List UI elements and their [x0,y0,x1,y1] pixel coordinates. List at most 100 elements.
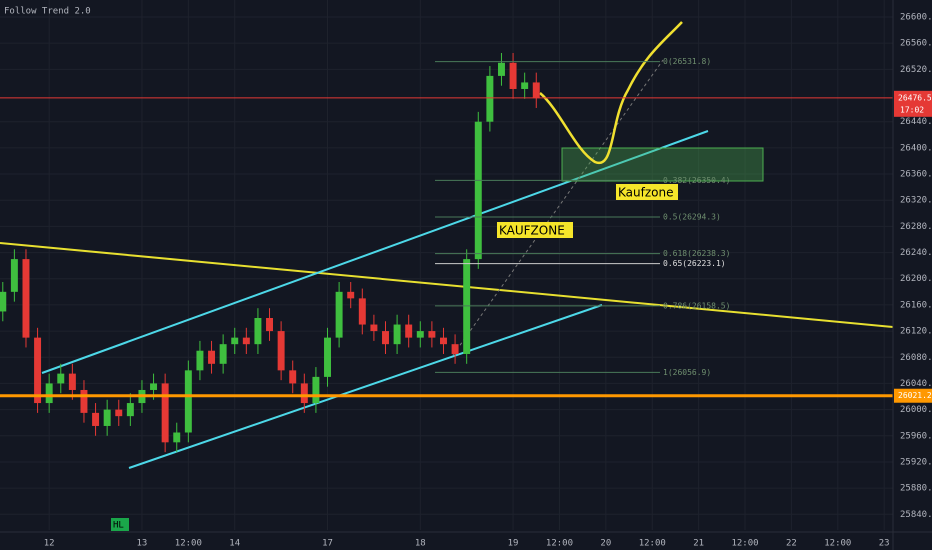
candle-body [68,373,76,390]
x-tick-label: 21 [693,539,704,549]
candle-body [358,298,366,325]
fib-label: 0.5(26294.3) [663,213,721,222]
chart-title: Follow Trend 2.0 [4,7,91,17]
x-tick-label: 12:00 [639,539,666,549]
x-tick-label: 12:00 [824,539,851,549]
label-box [497,222,573,238]
fib-label: 0.618(26238.3) [663,249,730,258]
label-box [616,184,678,200]
y-tick-label: 26040.0 [900,379,932,389]
candle-body [161,383,169,443]
fib-label: 0.65(26223.1) [663,259,726,268]
x-tick-label: 12 [44,539,55,549]
x-tick-label: 23 [879,539,890,549]
price-tag [894,90,932,117]
candle-body [370,324,378,332]
y-tick-label: 26440.0 [900,117,932,127]
candle-body [277,331,285,371]
y-tick-label: 26000.0 [900,405,932,415]
y-tick-label: 26560.0 [900,39,932,49]
candle-body [428,331,436,338]
x-tick-label: 12:00 [731,539,758,549]
price-tag-time: 17:02 [900,105,924,114]
y-tick-label: 26160.0 [900,300,932,310]
x-tick-label: 13 [137,539,148,549]
candle-body [416,331,424,338]
candle-body [219,344,227,364]
candle-body [440,337,447,345]
candle-body [0,291,7,312]
y-tick-label: 26600.0 [900,13,932,23]
candle-body [34,337,42,404]
candle-body [463,259,471,354]
candle-body [22,259,30,338]
plot [0,53,893,453]
candle-body [231,337,239,345]
candle-body [173,432,181,443]
fib-label: 0.382(26350.4) [663,176,730,185]
x-tick-label: 20 [600,539,611,549]
candle-body [324,337,331,377]
candle-body [184,370,192,433]
x-tick-label: 22 [786,539,797,549]
candle-body [208,350,216,364]
candle-body [126,403,134,417]
channel-upper [41,130,709,374]
candle-body [451,344,459,354]
candle-body [335,291,343,338]
y-tick-label: 26120.0 [900,327,932,337]
candle-body [103,409,111,426]
label-box [111,518,129,531]
y-tick-label: 26360.0 [900,170,932,180]
candle-body [312,376,320,404]
x-tick-label: 12:00 [546,539,573,549]
annotation: KAUFZONE [499,224,565,238]
x-tick-label: 14 [229,539,240,549]
candle-body [300,383,308,404]
candle-body [405,324,413,338]
y-tick-label: 25960.0 [900,431,932,441]
candle-body [254,318,262,345]
projection-curve [539,21,683,165]
price-tag-label: 26476.5 [898,93,932,102]
candle-body [92,412,100,426]
candle-body [57,373,65,384]
trend-line [0,242,894,328]
x-tick-label: 18 [415,539,426,549]
candle-body [347,291,355,299]
x-tick-label: 19 [508,539,519,549]
x-tick-label: 12:00 [175,539,202,549]
price-tag-label: 26021.2 [898,391,932,400]
y-tick-label: 25880.0 [900,484,932,494]
candle-body [486,75,494,122]
candle-body [289,370,297,384]
candle-body [474,121,482,260]
candle-body [393,324,401,345]
candle-body [196,350,204,371]
y-tick-label: 26280.0 [900,222,932,232]
candle-body [10,259,18,292]
candle-body [509,62,517,89]
y-tick-label: 26400.0 [900,143,932,153]
y-tick-label: 26200.0 [900,274,932,284]
candle-body [242,337,250,345]
fib-label: 0.786(26158.5) [663,301,730,310]
candle-body [45,383,53,404]
candle-body [80,389,88,413]
fib-label: 1(26056.9) [663,368,711,377]
annotation: Kaufzone [618,186,673,200]
candle-body [382,331,389,345]
y-tick-label: 26240.0 [900,248,932,258]
y-tick-label: 25840.0 [900,510,932,520]
y-tick-label: 25920.0 [900,457,932,467]
candle-body [497,62,505,76]
y-tick-label: 26520.0 [900,65,932,75]
candle-body [150,383,158,390]
y-tick-label: 26080.0 [900,353,932,363]
y-tick-label: 26320.0 [900,196,932,206]
annotation: HL [113,521,124,531]
candle-body [532,82,540,99]
candle-body [521,82,529,89]
